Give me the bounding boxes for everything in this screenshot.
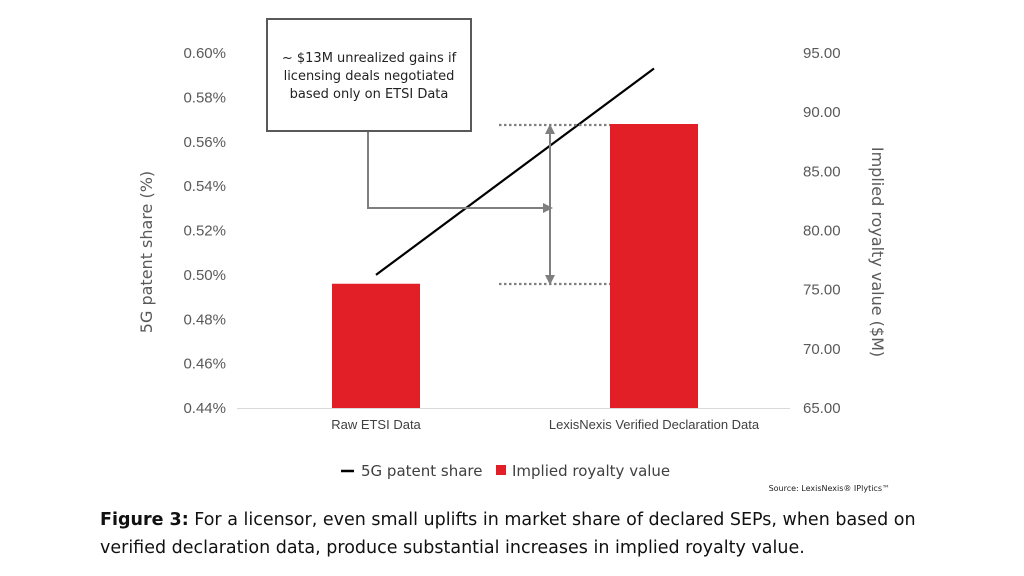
left-tick-label: 0.50% <box>183 267 226 284</box>
combo-chart: 0.60% 0.58% 0.56% 0.54% 0.52% 0.50% 0.48% 0.46%… <box>137 18 890 493</box>
right-tick-label: 95.00 <box>803 45 841 62</box>
legend-bar-label: Implied royalty value <box>512 462 670 480</box>
connector-arrow-head <box>543 203 553 213</box>
left-tick-label: 0.54% <box>183 178 226 195</box>
annotation-line-3: based only on ETSI Data <box>290 87 449 102</box>
source-note: Source: LexisNexis® IPlytics™ <box>769 484 890 493</box>
right-tick-label: 85.00 <box>803 163 841 180</box>
left-axis-ticks: 0.60% 0.58% 0.56% 0.54% 0.52% 0.50% 0.48% 0.46%… <box>183 45 226 417</box>
left-tick-label: 0.58% <box>183 89 226 106</box>
caption-text: For a licensor, even small uplifts in ma… <box>100 510 916 558</box>
caption-label: Figure 3: <box>100 510 189 530</box>
arrow-head-down <box>545 275 555 285</box>
annotation-line-1: ~ $13M unrealized gains if <box>282 51 457 66</box>
left-tick-label: 0.52% <box>183 223 226 240</box>
line-series <box>375 67 655 276</box>
right-tick-label: 70.00 <box>803 341 841 358</box>
left-tick-label: 0.48% <box>183 311 226 328</box>
bars-series <box>332 124 698 408</box>
difference-indicator <box>499 123 610 286</box>
annotation-box <box>266 18 472 132</box>
category-label-1: Raw ETSI Data <box>331 417 421 432</box>
right-axis-ticks: 95.00 90.00 85.00 80.00 75.00 70.00 65.00 <box>803 45 841 417</box>
left-tick-label: 0.44% <box>183 400 226 417</box>
left-tick-label: 0.56% <box>183 134 226 151</box>
figure-caption: Figure 3: For a licensor, even small upl… <box>100 506 980 562</box>
connector-line <box>367 131 543 209</box>
right-tick-label: 75.00 <box>803 282 841 299</box>
right-tick-label: 65.00 <box>803 400 841 417</box>
line-path <box>375 67 655 276</box>
right-axis-title: Implied royalty value ($M) <box>868 147 887 357</box>
category-labels: Raw ETSI Data LexisNexis Verified Declara… <box>331 417 760 432</box>
legend-line-label: 5G patent share <box>361 462 483 480</box>
bar-1 <box>332 283 420 408</box>
annotation-callout: ~ $13M unrealized gains if licensing dea… <box>266 18 553 213</box>
arrow-head-up <box>545 124 555 134</box>
annotation-line-2: licensing deals negotiated <box>284 69 455 84</box>
left-axis-title: 5G patent share (%) <box>137 171 156 333</box>
category-label-2: LexisNexis Verified Declaration Data <box>549 417 760 432</box>
legend: 5G patent share Implied royalty value <box>341 462 670 480</box>
bar-2 <box>610 124 698 408</box>
right-tick-label: 90.00 <box>803 104 841 121</box>
left-tick-label: 0.60% <box>183 45 226 62</box>
left-tick-label: 0.46% <box>183 356 226 373</box>
right-tick-label: 80.00 <box>803 223 841 240</box>
legend-bar-swatch <box>496 465 506 475</box>
